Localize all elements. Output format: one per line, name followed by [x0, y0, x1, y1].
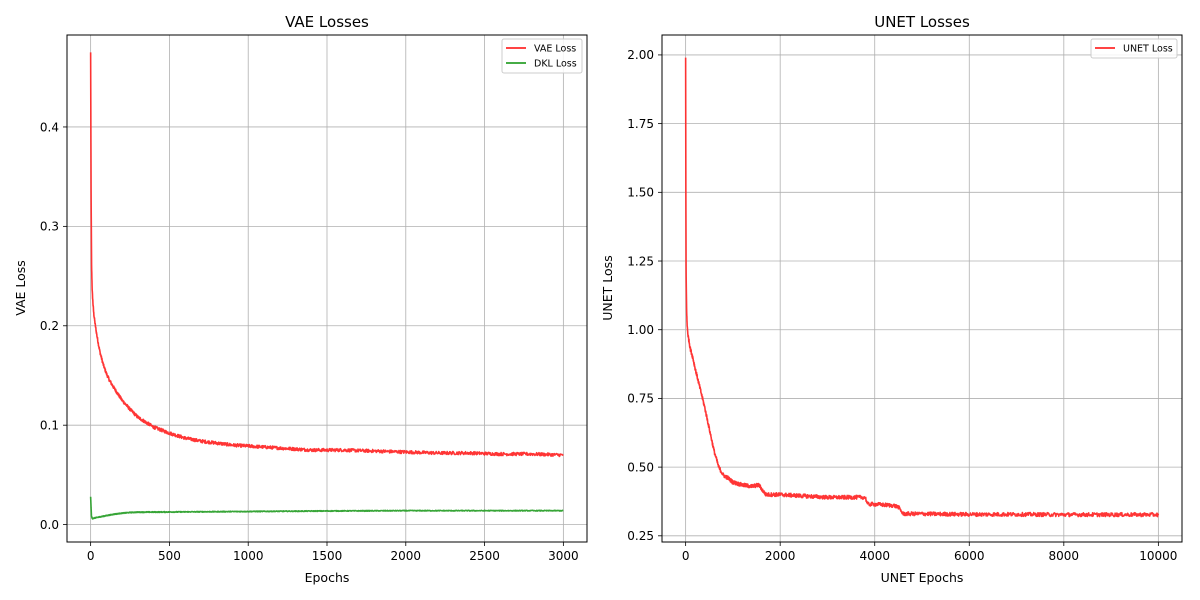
vae-x-tick-label: 2000 — [391, 549, 422, 563]
unet-y-tick-label: 1.00 — [627, 323, 654, 337]
vae-ticks: 0 500 1000 1500 2000 2500 3000 0.0 0.1 0.2 0.3 0.4 — [40, 120, 579, 563]
vae-loss-legend-label: VAE Loss — [534, 44, 576, 55]
unet-series-lines — [684, 57, 1160, 518]
vae-y-tick-label: 0.0 — [40, 518, 59, 532]
unet-y-tick-label: 1.75 — [627, 117, 654, 131]
unet-grid — [662, 35, 1182, 542]
unet-x-tick-label: 0 — [682, 549, 690, 563]
unet-y-tick-label: 1.50 — [627, 186, 654, 200]
vae-legend: VAE Loss DKL Loss — [501, 38, 583, 74]
vae-losses-panel: VAE Losses 0 500 1000 1500 2000 2500 3000 0.0 0.… — [13, 13, 588, 585]
vae-x-tick-label: 0 — [87, 549, 95, 563]
unet-x-tick-label: 6000 — [954, 549, 985, 563]
unet-y-tick-label: 2.00 — [627, 48, 654, 62]
unet-losses-panel: UNET Losses 0 2000 4000 6000 8000 10000 0.25 0.… — [600, 13, 1183, 585]
unet-y-tick-label: 0.75 — [627, 392, 654, 406]
unet-axes-frame — [661, 34, 1183, 543]
unet-x-tick-label: 8000 — [1049, 549, 1080, 563]
unet-legend-box — [1090, 38, 1178, 59]
unet-ticks: 0 2000 4000 6000 8000 10000 0.25 0.50 0.75 1.00 1.… — [627, 48, 1177, 563]
vae-y-axis-label: VAE Loss — [13, 260, 28, 316]
vae-y-tick-label: 0.2 — [40, 319, 59, 333]
unet-x-tick-label: 4000 — [859, 549, 890, 563]
unet-y-axis-label: UNET Loss — [600, 255, 615, 320]
vae-chart-title: VAE Losses — [285, 13, 369, 31]
vae-x-axis-label: Epochs — [305, 570, 350, 585]
vae-series-lines — [89, 52, 564, 520]
unet-chart-title: UNET Losses — [874, 13, 970, 31]
vae-x-tick-label: 3000 — [548, 549, 579, 563]
dkl-loss-series-line — [89, 496, 564, 520]
unet-legend: UNET Loss — [1090, 38, 1178, 59]
unet-x-tick-label: 10000 — [1139, 549, 1177, 563]
vae-y-tick-label: 0.4 — [40, 120, 59, 134]
unet-x-axis-label: UNET Epochs — [881, 570, 964, 585]
vae-y-tick-label: 0.3 — [40, 220, 59, 234]
vae-x-tick-label: 2500 — [469, 549, 500, 563]
unet-y-tick-label: 1.25 — [627, 254, 654, 268]
unet-x-tick-label: 2000 — [765, 549, 796, 563]
vae-x-tick-label: 1000 — [233, 549, 264, 563]
vae-y-tick-label: 0.1 — [40, 418, 59, 432]
unet-loss-series-line — [684, 57, 1160, 518]
vae-grid — [67, 35, 587, 542]
unet-y-tick-label: 0.25 — [627, 529, 654, 543]
unet-y-tick-label: 0.50 — [627, 460, 654, 474]
dkl-loss-legend-label: DKL Loss — [534, 59, 577, 70]
unet-loss-legend-label: UNET Loss — [1123, 44, 1173, 55]
vae-x-tick-label: 1500 — [312, 549, 343, 563]
vae-x-tick-label: 500 — [158, 549, 181, 563]
vae-loss-series-line — [89, 52, 564, 458]
